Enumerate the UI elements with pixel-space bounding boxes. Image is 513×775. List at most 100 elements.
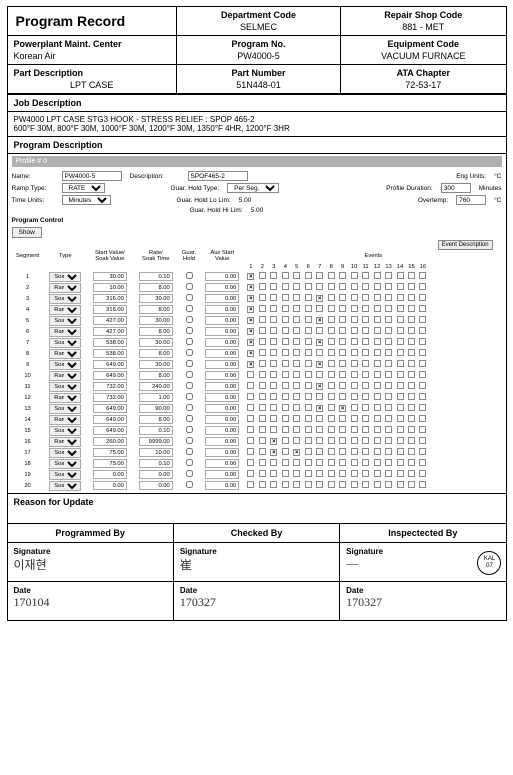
type-select[interactable]: Ramp <box>49 415 81 425</box>
event-box[interactable] <box>385 404 392 411</box>
event-box[interactable] <box>374 360 381 367</box>
event-box[interactable] <box>247 328 254 335</box>
event-box[interactable] <box>374 338 381 345</box>
event-box[interactable] <box>328 316 335 323</box>
event-box[interactable] <box>282 481 289 488</box>
event-box[interactable] <box>397 371 404 378</box>
event-box[interactable] <box>339 316 346 323</box>
event-box[interactable] <box>408 470 415 477</box>
event-box[interactable] <box>293 437 300 444</box>
event-box[interactable] <box>247 404 254 411</box>
aux-input[interactable] <box>205 316 239 325</box>
event-box[interactable] <box>385 305 392 312</box>
event-box[interactable] <box>385 371 392 378</box>
event-box[interactable] <box>316 426 323 433</box>
rate-input[interactable] <box>139 272 173 281</box>
event-box[interactable] <box>419 316 426 323</box>
event-box[interactable] <box>328 338 335 345</box>
event-box[interactable] <box>270 449 277 456</box>
event-box[interactable] <box>351 360 358 367</box>
event-box[interactable] <box>259 294 266 301</box>
event-box[interactable] <box>316 295 323 302</box>
guar-checkbox[interactable] <box>186 349 193 356</box>
event-box[interactable] <box>316 349 323 356</box>
type-select[interactable]: Ramp <box>49 283 81 293</box>
event-box[interactable] <box>247 459 254 466</box>
rate-input[interactable] <box>139 426 173 435</box>
event-box[interactable] <box>328 459 335 466</box>
event-box[interactable] <box>328 437 335 444</box>
guar-checkbox[interactable] <box>186 327 193 334</box>
event-box[interactable] <box>282 371 289 378</box>
type-select[interactable]: Soak <box>49 272 81 282</box>
start-input[interactable] <box>93 404 127 413</box>
type-select[interactable]: Ramp <box>49 371 81 381</box>
event-box[interactable] <box>270 459 277 466</box>
event-box[interactable] <box>247 393 254 400</box>
rate-input[interactable] <box>139 470 173 479</box>
event-box[interactable] <box>408 448 415 455</box>
event-box[interactable] <box>316 317 323 324</box>
event-box[interactable] <box>316 371 323 378</box>
event-box[interactable] <box>293 426 300 433</box>
event-box[interactable] <box>259 272 266 279</box>
desc-input[interactable] <box>188 171 248 181</box>
event-box[interactable] <box>397 426 404 433</box>
event-box[interactable] <box>247 350 254 357</box>
event-box[interactable] <box>247 481 254 488</box>
event-box[interactable] <box>328 470 335 477</box>
rate-input[interactable] <box>139 448 173 457</box>
event-box[interactable] <box>305 349 312 356</box>
start-input[interactable] <box>93 294 127 303</box>
event-box[interactable] <box>259 426 266 433</box>
event-box[interactable] <box>339 360 346 367</box>
guar-checkbox[interactable] <box>186 294 193 301</box>
event-box[interactable] <box>397 393 404 400</box>
event-box[interactable] <box>362 404 369 411</box>
event-box[interactable] <box>316 405 323 412</box>
event-box[interactable] <box>385 393 392 400</box>
event-box[interactable] <box>397 481 404 488</box>
event-box[interactable] <box>247 295 254 302</box>
event-box[interactable] <box>316 470 323 477</box>
event-box[interactable] <box>328 272 335 279</box>
event-box[interactable] <box>293 294 300 301</box>
aux-input[interactable] <box>205 448 239 457</box>
event-box[interactable] <box>282 283 289 290</box>
event-box[interactable] <box>419 437 426 444</box>
event-box[interactable] <box>419 459 426 466</box>
event-box[interactable] <box>328 371 335 378</box>
event-box[interactable] <box>362 305 369 312</box>
name-input[interactable] <box>62 171 122 181</box>
event-box[interactable] <box>374 294 381 301</box>
event-box[interactable] <box>362 338 369 345</box>
event-box[interactable] <box>362 349 369 356</box>
event-box[interactable] <box>397 437 404 444</box>
event-box[interactable] <box>339 459 346 466</box>
event-box[interactable] <box>339 405 346 412</box>
type-select[interactable]: Ramp <box>49 437 81 447</box>
event-box[interactable] <box>339 272 346 279</box>
event-box[interactable] <box>362 437 369 444</box>
type-select[interactable]: Soak <box>49 360 81 370</box>
start-input[interactable] <box>93 349 127 358</box>
aux-input[interactable] <box>205 459 239 468</box>
event-box[interactable] <box>305 283 312 290</box>
event-box[interactable] <box>305 316 312 323</box>
event-box[interactable] <box>270 338 277 345</box>
event-box[interactable] <box>419 393 426 400</box>
event-box[interactable] <box>408 294 415 301</box>
type-select[interactable]: Soak <box>49 294 81 304</box>
event-box[interactable] <box>247 317 254 324</box>
guar-checkbox[interactable] <box>186 338 193 345</box>
event-box[interactable] <box>397 360 404 367</box>
event-box[interactable] <box>339 437 346 444</box>
event-box[interactable] <box>339 283 346 290</box>
start-input[interactable] <box>93 338 127 347</box>
guar-checkbox[interactable] <box>186 404 193 411</box>
rate-input[interactable] <box>139 481 173 490</box>
event-box[interactable] <box>247 306 254 313</box>
event-box[interactable] <box>339 393 346 400</box>
event-box[interactable] <box>293 393 300 400</box>
event-box[interactable] <box>351 338 358 345</box>
